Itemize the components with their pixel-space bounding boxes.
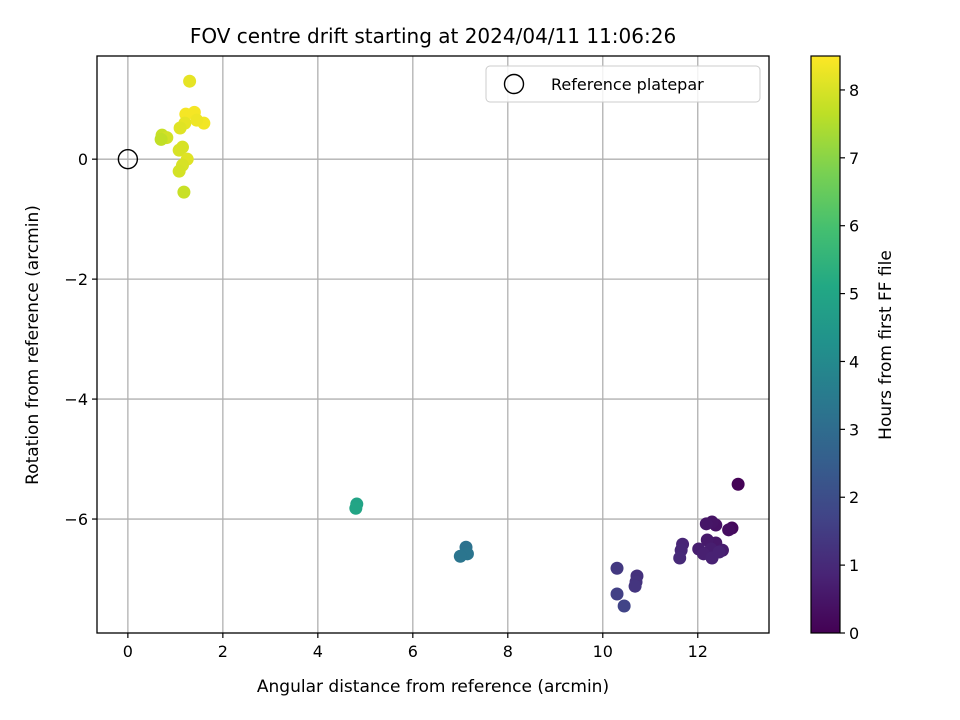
data-point — [177, 185, 191, 199]
x-tick-label: 12 — [688, 642, 708, 661]
colorbar-tick-label: 8 — [849, 81, 859, 100]
x-tick-label: 10 — [593, 642, 613, 661]
data-point — [172, 164, 186, 178]
grid-lines — [97, 56, 769, 633]
colorbar-tick-label: 6 — [849, 217, 859, 236]
data-point — [731, 477, 745, 491]
y-axis-ticks: 0 −2 −4 −6 — [64, 150, 97, 529]
colorbar-tick-label: 2 — [849, 488, 859, 507]
data-point — [190, 113, 204, 127]
y-tick-label: −2 — [64, 270, 88, 289]
data-point — [673, 551, 687, 565]
data-point — [712, 545, 726, 559]
data-point — [610, 561, 624, 575]
data-point — [172, 143, 186, 157]
data-point — [610, 587, 624, 601]
colorbar-ticks: 0 1 2 3 4 5 6 7 8 — [840, 81, 859, 643]
data-point — [628, 579, 642, 593]
x-tick-label: 0 — [123, 642, 133, 661]
x-tick-label: 6 — [408, 642, 418, 661]
data-point — [349, 501, 363, 515]
plot-frame — [96, 55, 770, 634]
data-point — [453, 549, 467, 563]
colorbar-tick-label: 4 — [849, 352, 859, 371]
chart-title: FOV centre drift starting at 2024/04/11 … — [190, 24, 676, 48]
x-tick-label: 2 — [218, 642, 228, 661]
legend-box — [485, 65, 761, 103]
y-tick-label: 0 — [78, 150, 88, 169]
colorbar-tick-label: 5 — [849, 285, 859, 304]
data-point — [173, 121, 187, 135]
y-tick-label: −6 — [64, 510, 88, 529]
x-axis-ticks: 0 2 4 6 8 10 12 — [123, 633, 708, 661]
colorbar-tick-label: 7 — [849, 149, 859, 168]
colorbar-tick-label: 3 — [849, 420, 859, 439]
y-tick-label: −4 — [64, 390, 88, 409]
colorbar-tick-label: 1 — [849, 556, 859, 575]
reference-marker-layer — [117, 148, 139, 170]
data-points — [154, 74, 745, 613]
legend-reference-icon — [503, 73, 525, 95]
x-tick-label: 4 — [313, 642, 323, 661]
colorbar-tick-label: 0 — [849, 624, 859, 643]
colorbar — [810, 55, 841, 634]
legend: Reference platepar — [485, 65, 761, 103]
data-point — [617, 599, 631, 613]
legend-entry-label: Reference platepar — [551, 75, 704, 94]
reference-platepar-marker — [117, 148, 139, 170]
y-axis-title: Rotation from reference (arcmin) — [23, 205, 43, 485]
data-point — [699, 517, 713, 531]
x-tick-label: 8 — [503, 642, 513, 661]
x-axis-title: Angular distance from reference (arcmin) — [257, 677, 609, 697]
data-point — [154, 132, 168, 146]
data-point — [183, 74, 197, 88]
colorbar-label: Hours from first FF file — [876, 250, 896, 440]
data-point — [722, 523, 736, 537]
